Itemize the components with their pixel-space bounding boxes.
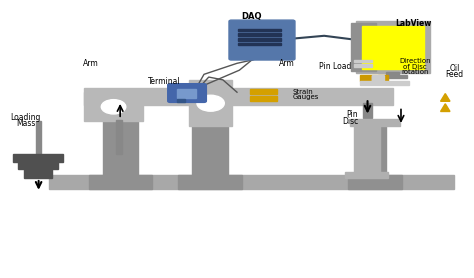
Bar bbox=[359, 81, 409, 85]
Text: Strain: Strain bbox=[292, 89, 313, 95]
Text: Gauges: Gauges bbox=[292, 94, 319, 100]
Bar bbox=[177, 99, 185, 101]
Polygon shape bbox=[440, 104, 450, 111]
Bar bbox=[250, 89, 277, 95]
Bar bbox=[363, 103, 372, 118]
Text: Arm: Arm bbox=[83, 59, 99, 68]
Text: Pin: Pin bbox=[346, 110, 358, 119]
Bar bbox=[177, 89, 197, 98]
Bar bbox=[238, 43, 281, 45]
Bar bbox=[192, 98, 228, 176]
Bar bbox=[362, 26, 424, 69]
Bar bbox=[103, 114, 138, 176]
FancyBboxPatch shape bbox=[229, 20, 295, 60]
Text: LabView: LabView bbox=[396, 19, 432, 28]
Text: Arm: Arm bbox=[279, 59, 294, 68]
Text: rotation: rotation bbox=[401, 70, 429, 75]
Text: Pin Load: Pin Load bbox=[319, 62, 351, 71]
Text: Feed: Feed bbox=[446, 70, 464, 79]
Bar bbox=[178, 175, 242, 188]
Bar bbox=[189, 80, 232, 126]
FancyBboxPatch shape bbox=[372, 75, 384, 81]
Bar bbox=[360, 125, 386, 176]
Polygon shape bbox=[440, 94, 450, 101]
Bar bbox=[360, 75, 388, 81]
Bar bbox=[378, 75, 407, 78]
Bar bbox=[89, 175, 152, 188]
Bar bbox=[18, 161, 58, 169]
Bar bbox=[354, 124, 380, 176]
Text: Terminal: Terminal bbox=[147, 77, 180, 86]
Text: Loading: Loading bbox=[11, 113, 41, 122]
Bar bbox=[48, 175, 454, 188]
Bar bbox=[354, 60, 372, 63]
Bar bbox=[386, 72, 399, 76]
Bar bbox=[84, 88, 392, 105]
Bar bbox=[84, 92, 143, 121]
Bar bbox=[117, 120, 122, 154]
Bar bbox=[250, 96, 277, 101]
Text: Disc: Disc bbox=[342, 117, 358, 126]
Text: DAQ: DAQ bbox=[241, 12, 261, 21]
Bar bbox=[356, 21, 430, 73]
Bar bbox=[24, 169, 52, 178]
Bar bbox=[36, 121, 41, 155]
Circle shape bbox=[197, 95, 224, 111]
Bar bbox=[346, 172, 388, 178]
Bar bbox=[238, 38, 281, 41]
Bar bbox=[348, 175, 402, 188]
Bar bbox=[354, 64, 372, 67]
Text: Oil: Oil bbox=[449, 64, 460, 73]
FancyBboxPatch shape bbox=[168, 84, 206, 102]
Bar bbox=[351, 23, 375, 71]
Text: Mass: Mass bbox=[16, 118, 36, 128]
Bar bbox=[13, 154, 63, 162]
Text: Direction: Direction bbox=[399, 58, 431, 64]
Bar bbox=[350, 119, 400, 126]
Bar bbox=[238, 33, 281, 36]
Circle shape bbox=[101, 100, 126, 114]
Text: of Disc: of Disc bbox=[403, 64, 427, 70]
Bar bbox=[238, 29, 281, 31]
